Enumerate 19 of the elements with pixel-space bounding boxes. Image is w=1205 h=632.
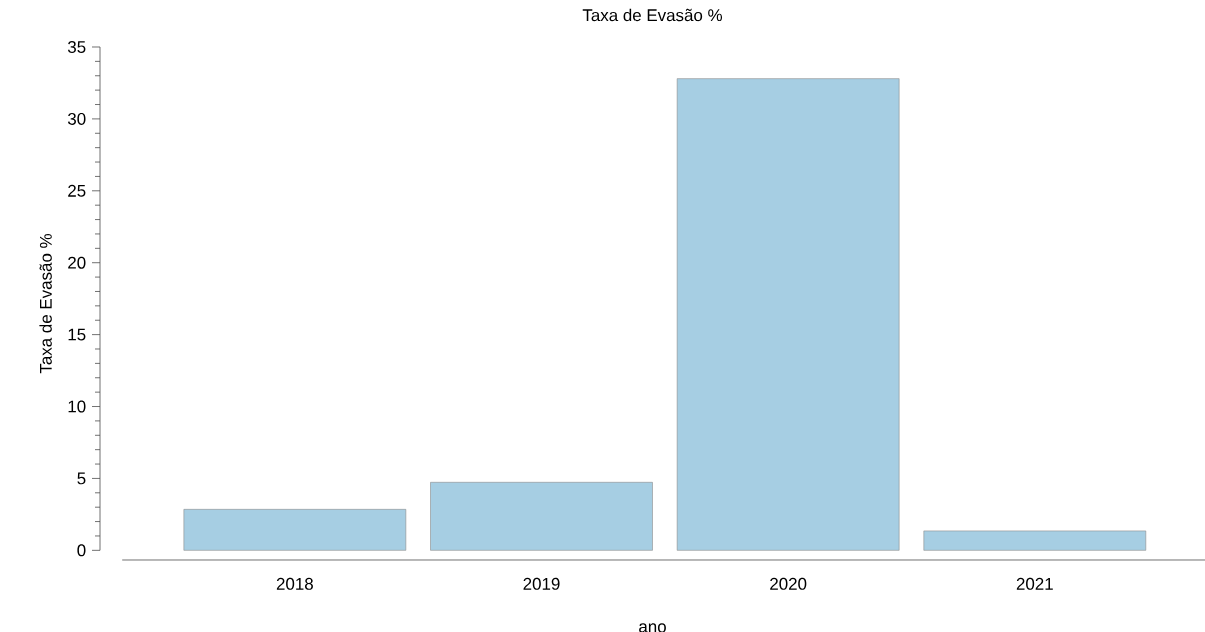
bar — [676, 78, 900, 551]
x-tick-label: 2019 — [523, 577, 560, 590]
bar — [183, 509, 407, 551]
y-tick-label: 5 — [77, 472, 86, 485]
x-axis-title: ano — [639, 623, 666, 632]
y-tick-label: 30 — [67, 112, 86, 125]
y-tick-label: 15 — [68, 328, 86, 341]
y-tick-label: 10 — [68, 400, 86, 413]
x-tick-label: 2020 — [770, 577, 807, 590]
chart-title: Taxa de Evasão % — [582, 8, 723, 22]
y-tick-label: 20 — [68, 256, 86, 269]
y-tick-label: 0 — [77, 544, 86, 557]
bar — [923, 530, 1147, 551]
y-tick-label: 35 — [67, 41, 86, 53]
bar — [430, 482, 653, 551]
x-tick-label: 2018 — [276, 577, 313, 590]
y-tick-label: 25 — [68, 184, 86, 197]
x-tick-label: 2021 — [1016, 577, 1053, 590]
y-axis-title: Taxa de Evasão % — [39, 233, 52, 374]
